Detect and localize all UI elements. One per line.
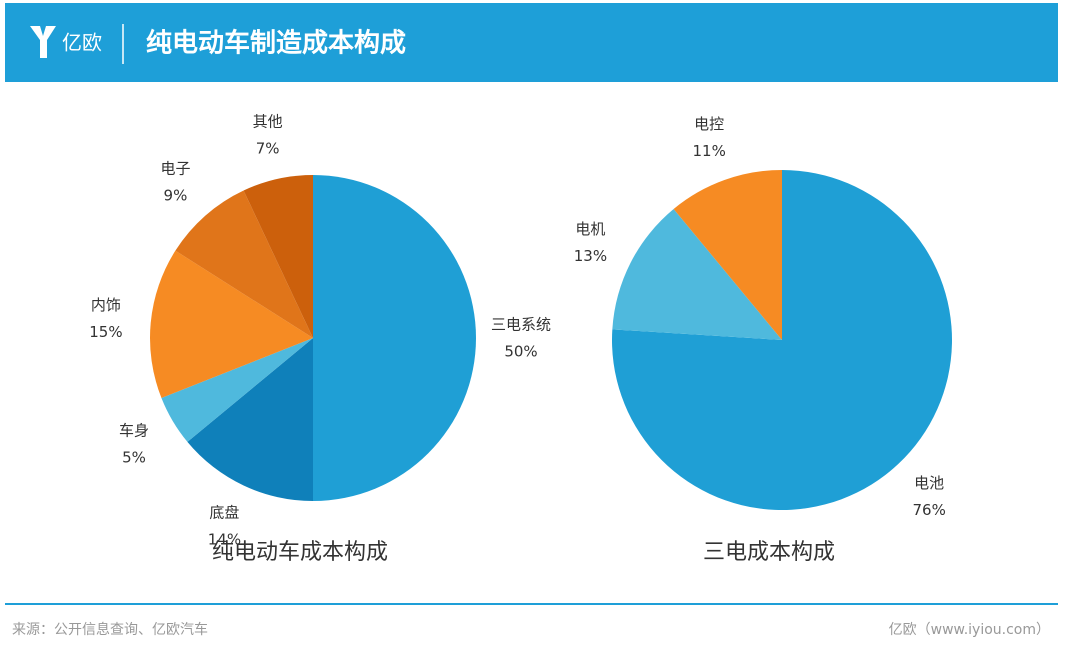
pie-slice <box>612 209 782 340</box>
slice-label: 电池 <box>914 474 944 492</box>
slice-label: 三电系统 <box>491 316 551 334</box>
slice-value-label: 13% <box>574 247 607 265</box>
slice-label: 电机 <box>575 220 605 238</box>
slice-value-label: 14% <box>208 531 241 549</box>
logo-text: 亿欧 <box>62 31 102 55</box>
logo-icon <box>30 26 56 58</box>
slice-label: 其他 <box>253 113 283 131</box>
pie-slice <box>187 338 313 501</box>
slice-value-label: 5% <box>122 448 146 466</box>
pie-slice <box>150 250 313 399</box>
slice-value-label: 9% <box>164 186 188 204</box>
pie-slice <box>175 190 313 338</box>
slice-label: 车身 <box>119 421 149 439</box>
chart-title: 三电成本构成 <box>703 540 835 565</box>
header-bar <box>5 3 1058 82</box>
slice-value-label: 50% <box>504 343 537 361</box>
pie-slice <box>161 338 313 442</box>
slice-label: 内饰 <box>91 296 121 314</box>
pie-slice <box>313 175 476 501</box>
header-title: 纯电动车制造成本构成 <box>146 28 406 59</box>
pie-slice <box>673 170 782 340</box>
slice-value-label: 11% <box>692 142 725 160</box>
chart-title: 纯电动车成本构成 <box>212 540 388 565</box>
slice-label: 底盘 <box>209 504 239 522</box>
footer-site: 亿欧（www.iyiou.com） <box>889 622 1050 638</box>
slice-label: 电控 <box>694 115 724 133</box>
footer-source: 来源：公开信息查询、亿欧汽车 <box>12 621 208 638</box>
slice-label: 电子 <box>160 159 190 177</box>
slice-value-label: 15% <box>89 323 122 341</box>
slice-value-label: 76% <box>913 501 946 519</box>
slice-value-label: 7% <box>256 140 280 158</box>
pie-slice <box>243 175 313 338</box>
